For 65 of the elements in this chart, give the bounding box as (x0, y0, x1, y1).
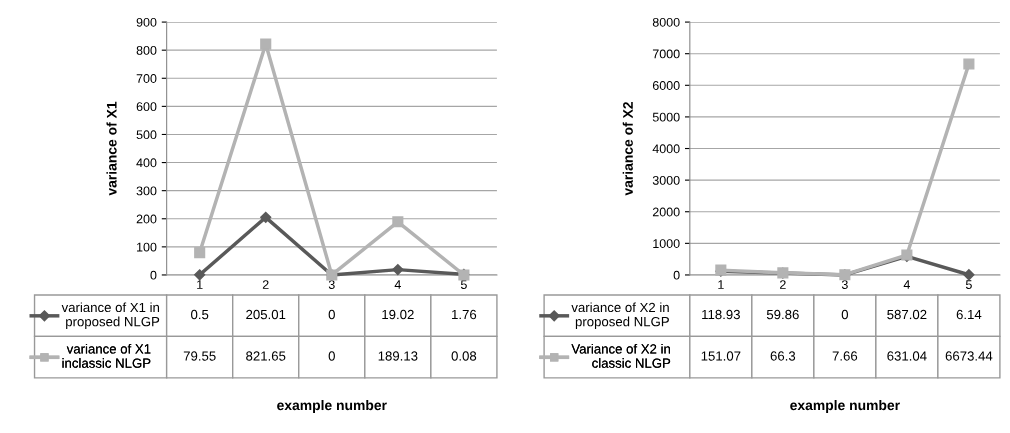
data-label: 79.55 (183, 351, 216, 361)
data-label: 59.86 (766, 309, 799, 320)
point (194, 247, 206, 259)
legend-label: Variance of X2 in classic NLGP (571, 343, 671, 368)
point (963, 269, 975, 281)
y-tick-label: 900 (136, 17, 157, 27)
data-label: 205.01 (246, 309, 286, 320)
x-tick-label: 2 (780, 280, 786, 289)
y-axis-title: variance of X1 (106, 101, 117, 196)
y-tick-label: 0 (673, 270, 680, 280)
data-label: 631.04 (887, 351, 927, 361)
data-label: 0.5 (191, 309, 209, 320)
y-tick-label: 700 (136, 74, 157, 83)
y-tick-label: 600 (136, 102, 157, 112)
point (260, 38, 272, 50)
y-axis-title: variance of X2 (622, 101, 633, 196)
y-tick-label: 6000 (652, 81, 680, 90)
data-label: 6.14 (956, 309, 982, 320)
x-axis-title: example number (790, 399, 900, 413)
y-tick-label: 8000 (652, 17, 680, 27)
y-tick-label: 3000 (652, 175, 680, 185)
data-label: 118.93 (702, 309, 740, 320)
y-tick-label: 500 (136, 130, 157, 140)
y-tick-label: 5000 (652, 112, 680, 122)
y-tick-label: 100 (137, 242, 157, 252)
y-tick-label: 0 (150, 270, 157, 280)
data-label: 0.08 (451, 351, 477, 361)
legend-label: variance of X2 in proposed NLGP (571, 302, 669, 329)
x-tick-label: 2 (262, 280, 269, 289)
y-tick-label: 200 (136, 214, 157, 224)
legend-label: variance of X1 inclassic NLGP (62, 343, 151, 368)
point (963, 58, 975, 70)
x-tick-label: 5 (460, 280, 467, 289)
x-tick-label: 1 (197, 280, 203, 289)
data-label: 1.76 (452, 309, 477, 320)
point (392, 216, 404, 228)
legend-label: variance of X1 in proposed NLGP (61, 302, 160, 329)
y-tick-label: 800 (136, 45, 157, 55)
point (260, 211, 272, 223)
y-tick-label: 1000 (653, 239, 680, 248)
data-label: 6673.44 (945, 351, 993, 361)
data-label: 151.07 (701, 351, 741, 361)
y-tick-label: 300 (136, 186, 157, 196)
data-label: 189.13 (378, 351, 418, 361)
data-label: 0 (328, 351, 335, 361)
data-label: 587.02 (887, 309, 927, 320)
point (392, 264, 404, 276)
x-tick-label: 4 (394, 280, 401, 289)
x-tick-label: 3 (841, 280, 848, 289)
x-tick-label: 3 (328, 280, 335, 289)
data-label: 0 (328, 309, 335, 320)
data-label: 0 (841, 309, 849, 320)
y-tick-label: 7000 (652, 49, 680, 59)
x-tick-label: 1 (718, 280, 724, 289)
x-tick-label: 4 (903, 280, 910, 289)
x-axis-title: example number (277, 399, 387, 413)
data-label: 7.66 (832, 351, 858, 361)
data-label: 821.65 (246, 351, 286, 361)
y-tick-label: 2000 (652, 207, 680, 217)
data-label: 19.02 (382, 309, 414, 320)
data-label: 66.3 (770, 351, 796, 361)
y-tick-label: 4000 (652, 144, 680, 154)
point (194, 269, 206, 281)
y-tick-label: 400 (136, 158, 157, 168)
x-tick-label: 5 (965, 280, 972, 289)
